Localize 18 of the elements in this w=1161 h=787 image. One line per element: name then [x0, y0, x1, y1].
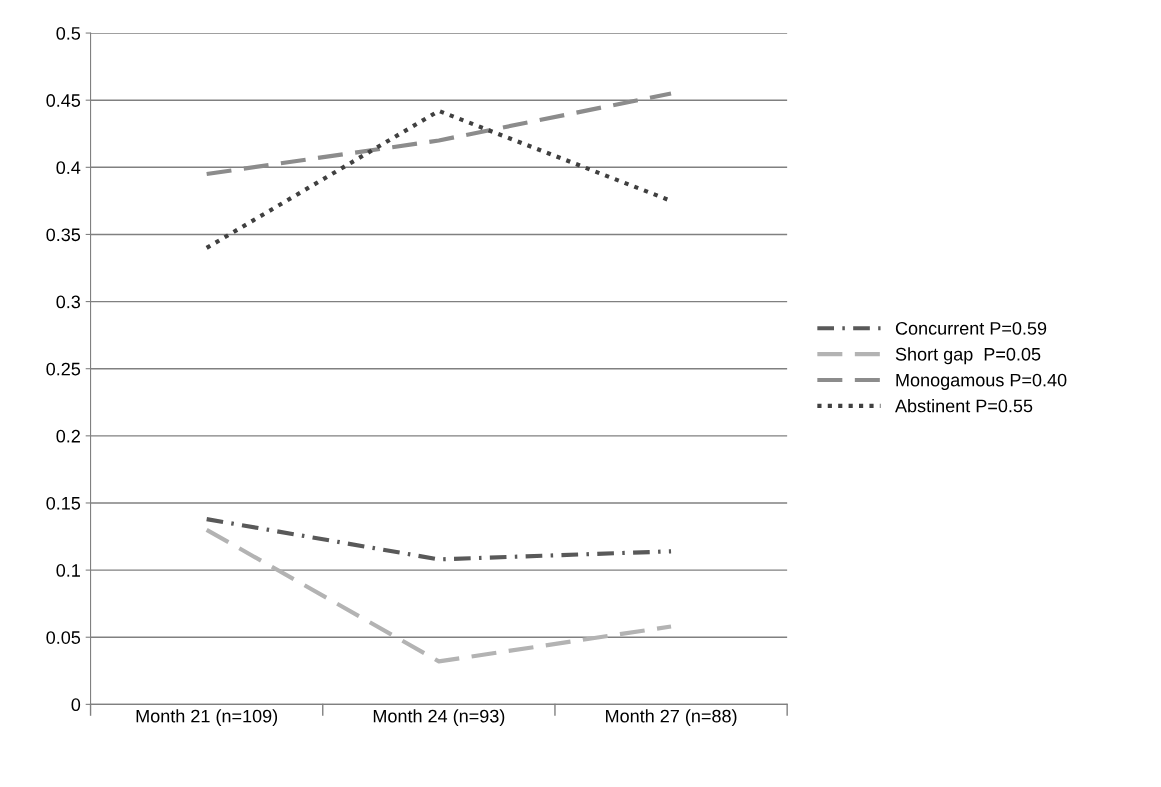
- y-tick-label: 0.1: [56, 564, 80, 577]
- x-tick-label: Month 24 (n=93): [373, 709, 505, 727]
- y-tick-label: 0.5: [56, 26, 81, 40]
- legend-label: Monogamous P=0.40: [896, 373, 1067, 391]
- y-tick-label: 0.2: [56, 429, 80, 443]
- y-tick-label: 0.45: [46, 94, 81, 107]
- y-tick-label: 0.05: [46, 631, 81, 644]
- y-tick-label: 0.35: [46, 228, 81, 242]
- x-tick-label: Month 27 (n=88): [606, 709, 737, 727]
- y-tick-label: 0.4: [56, 161, 81, 175]
- y-tick-label: 0.3: [56, 295, 81, 309]
- legend-label: Concurrent P=0.59: [895, 321, 1047, 335]
- x-tick-label: Month 21 (n=109): [136, 709, 278, 727]
- y-tick-label: 0.25: [46, 362, 81, 376]
- y-tick-label: 0: [71, 698, 81, 712]
- y-tick-label: 0.15: [46, 496, 81, 510]
- legend-label: Short gap P=0.05: [895, 347, 1041, 365]
- legend-label: Abstinent P=0.55: [895, 399, 1033, 413]
